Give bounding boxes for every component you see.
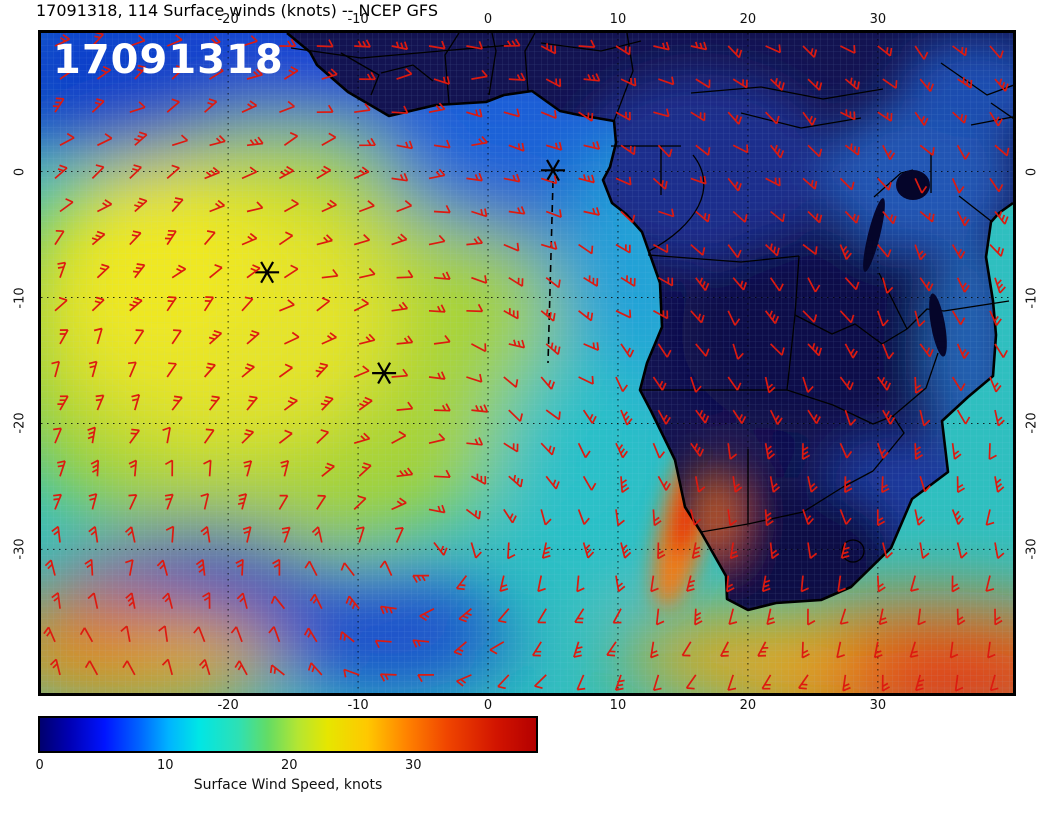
run-timestamp-overlay: 17091318: [53, 37, 284, 83]
lat-tick-label: -10: [1024, 286, 1040, 309]
lat-tick-label: 0: [12, 167, 28, 176]
island-markers: [255, 159, 565, 385]
graticule-dotted: [41, 33, 1013, 693]
lat-tick-label: -10: [12, 286, 28, 309]
wind-barbs-layer: [43, 33, 1010, 692]
colorbar-tick-label: 0: [35, 758, 44, 773]
lon-tick-label: -20: [217, 698, 239, 713]
model-grid-texture: [41, 33, 1013, 693]
island-asterisk-marker: [372, 362, 397, 385]
country-borders: [290, 33, 1013, 563]
lon-tick-label: -10: [347, 698, 369, 713]
colorbar: 0 10 20 30 Surface Wind Speed, knots: [35, 716, 538, 812]
island-asterisk-marker: [541, 159, 565, 182]
lon-tick-label: 0: [483, 12, 493, 27]
lon-tick-label: 30: [869, 12, 887, 27]
lon-tick-label: 20: [739, 12, 757, 27]
lon-tick-label: 30: [869, 698, 887, 713]
lat-tick-label: -20: [12, 412, 28, 435]
colorbar-tick-label: 10: [157, 758, 174, 773]
colorbar-label: Surface Wind Speed, knots: [193, 777, 383, 793]
lat-tick-label: 0: [1024, 167, 1040, 176]
lon-tick-label: 0: [483, 698, 493, 713]
colorbar-gradient: [38, 716, 538, 753]
cross-section-track: [547, 180, 554, 364]
plot-title: 17091318, 114 Surface winds (knots) -- N…: [36, 1, 438, 20]
map-plot: [41, 33, 1013, 693]
map-canvas: 17091318: [38, 30, 1016, 696]
lon-tick-label: 10: [609, 12, 627, 27]
island-asterisk-marker: [255, 261, 280, 284]
lon-tick-label: 10: [609, 698, 627, 713]
colorbar-tick-label: 20: [281, 758, 298, 773]
lat-tick-label: -20: [1024, 412, 1040, 435]
lat-tick-label: -30: [1024, 538, 1040, 561]
lon-tick-label: 20: [739, 698, 757, 713]
colorbar-tick-label: 30: [405, 758, 422, 773]
lat-tick-label: -30: [12, 538, 28, 561]
